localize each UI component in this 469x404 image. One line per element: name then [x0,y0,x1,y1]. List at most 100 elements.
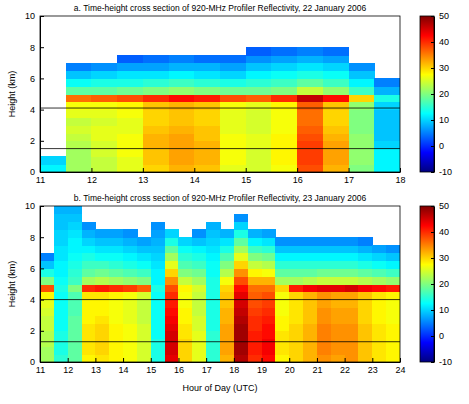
heat-cell [271,149,297,157]
heat-cell [123,276,137,284]
heat-cell [317,354,331,362]
heat-cell [358,276,372,284]
heat-cell [246,149,272,157]
heat-cell [303,307,317,315]
heat-cell [372,276,386,284]
heat-cell [303,237,317,245]
heat-cell [95,245,109,253]
heat-cell [297,94,323,102]
heat-cell [82,307,96,315]
heat-cell [109,323,123,331]
tick-mark [234,358,235,362]
heat-cell [345,346,359,354]
heat-cell [386,292,400,300]
tick-label: 22 [340,365,350,375]
heat-cell [68,268,82,276]
heat-cell [234,339,248,347]
heat-cell [192,346,206,354]
heat-cell [137,268,151,276]
heat-cell [169,71,195,79]
heat-cell [68,245,82,253]
heat-cell [137,323,151,331]
heat-cell [372,315,386,323]
heat-cell [303,268,317,276]
heat-cell [117,141,143,149]
heat-cell [271,94,297,102]
heat-cell [234,253,248,261]
heat-cell [178,276,192,284]
heat-cell [275,346,289,354]
heat-cell [143,149,169,157]
heat-cell [151,292,165,300]
heat-cell [91,78,117,86]
heat-cell [386,346,400,354]
heat-cell [109,268,123,276]
tick: 0 [30,167,44,177]
heat-cell [109,346,123,354]
colorbar-axis: -1001020304050 [431,201,452,367]
heat-cell [262,354,276,362]
heat-cell [165,346,179,354]
heat-cell [82,346,96,354]
heat-cell [275,237,289,245]
heat-cell [374,94,400,102]
heat-cell [206,346,220,354]
heat-cell [82,284,96,292]
heat-cell [206,237,220,245]
heat-cell [271,55,297,63]
heat-cell [68,315,82,323]
tick-mark [95,358,96,362]
heat-cell [271,164,297,172]
heat-cell [40,261,54,269]
heat-cell [54,323,68,331]
heat-cell [40,156,66,164]
heat-cell [317,300,331,308]
heat-cell [374,110,400,118]
heat-cell [117,110,143,118]
heat-cell [303,253,317,261]
heat-cell [95,268,109,276]
tick-label: 15 [146,365,156,375]
heat-cell [372,307,386,315]
tick: 24 [395,358,405,375]
heat-cell [68,261,82,269]
heat-cell [317,276,331,284]
heat-cell [95,315,109,323]
heat-cell [297,78,323,86]
heat-cell [194,125,220,133]
heat-cell [345,253,359,261]
heat-cell [331,300,345,308]
heat-cell [323,156,349,164]
tick-label: 23 [368,365,378,375]
heat-cell [246,78,272,86]
heat-cell [317,237,331,245]
heat-cell [40,331,54,339]
heat-cell [206,253,220,261]
heat-cell [123,284,137,292]
heat-cell [151,284,165,292]
heat-cell [82,268,96,276]
heat-cell [303,276,317,284]
y-axis-title: Height (km) [7,71,17,118]
heat-cell [234,354,248,362]
heat-cell [317,315,331,323]
tick-label: 40 [439,37,449,47]
colorbar-ramp [420,16,434,172]
heat-cell [82,354,96,362]
heat-cell [374,78,400,86]
heat-cell [151,300,165,308]
heat-cell [323,149,349,157]
heat-cell [143,156,169,164]
heat-cell [331,354,345,362]
heat-cell [248,245,262,253]
heat-cell [68,214,82,222]
heat-cell [151,346,165,354]
heat-cell [323,71,349,79]
heat-cell [331,331,345,339]
heat-cell [95,292,109,300]
heat-cell [40,300,54,308]
tick-label: 10 [25,201,35,211]
tick-label: 10 [25,11,35,21]
heat-cell [194,78,220,86]
heat-cell [95,261,109,269]
